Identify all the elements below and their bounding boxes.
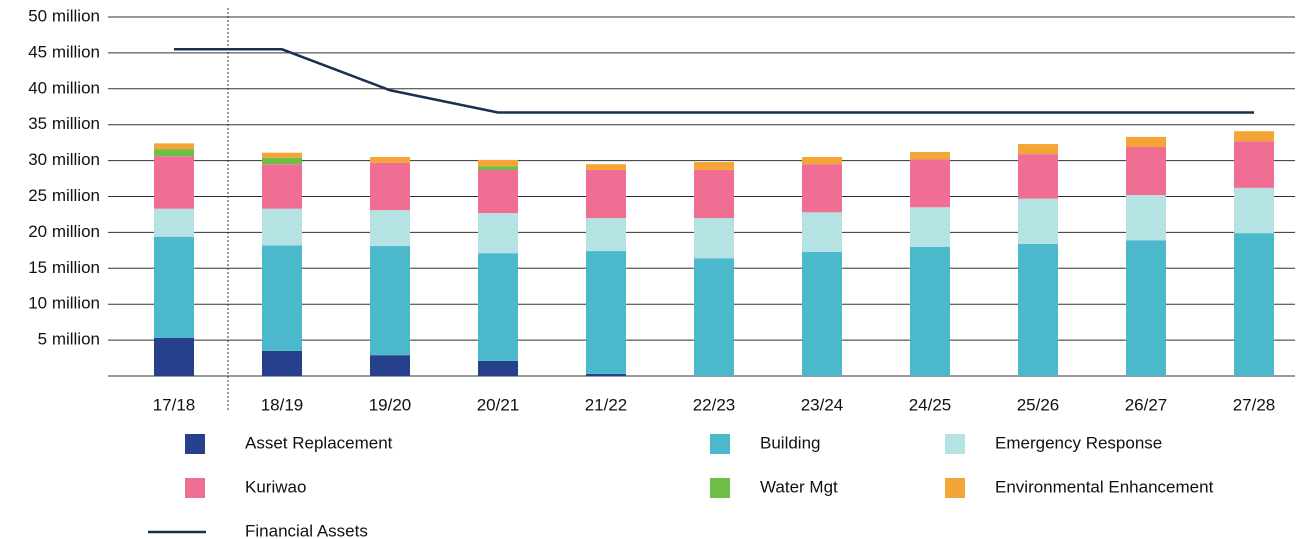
legend-swatch [185,434,205,454]
x-tick-label: 23/24 [801,395,844,414]
bar-segment [262,245,302,351]
legend-label: Emergency Response [995,433,1162,452]
x-tick-label: 18/19 [261,395,304,414]
legend-label: Asset Replacement [245,433,393,452]
bar-segment [262,152,302,158]
bar-segment [262,157,302,165]
bar-segment [1234,233,1274,376]
bar-segment [1018,144,1058,155]
bar-segment [802,212,842,252]
bar-segment [694,218,734,259]
bar-segment [370,246,410,356]
bar-segment [586,169,626,219]
bar-segment [910,159,950,208]
bar-segment [586,164,626,170]
bar-segment [802,157,842,165]
bar-segment [370,210,410,247]
bar-segment [478,159,518,167]
y-tick-label: 10 million [28,294,100,313]
bar-segment [478,166,518,170]
bar-segment [802,164,842,213]
y-tick-label: 35 million [28,114,100,133]
bar-segment [1126,136,1166,147]
legend-swatch [710,478,730,498]
bar-segment [262,164,302,209]
bar-segment [694,258,734,376]
bar-segment [370,162,410,211]
legend-swatch [945,478,965,498]
y-tick-label: 45 million [28,42,100,61]
y-tick-label: 15 million [28,258,100,277]
x-tick-label: 26/27 [1125,395,1168,414]
legend-label: Building [760,433,821,452]
x-tick-label: 25/26 [1017,395,1060,414]
bar-segment [370,157,410,163]
bar-segment [586,218,626,252]
y-tick-label: 5 million [38,330,100,349]
bar-segment [154,236,194,338]
bar-segment [586,251,626,374]
bar-segment [478,360,518,376]
bar-segment [478,213,518,254]
bar-segment [586,373,626,376]
bar-segment [262,350,302,376]
bar-segment [1126,240,1166,376]
bar-segment [1018,154,1058,199]
bar-segment [154,149,194,157]
legend-swatch [945,434,965,454]
bar-segment [910,151,950,160]
legend-label: Kuriwao [245,477,306,496]
bar-segment [262,208,302,246]
bar-segment [694,162,734,170]
x-tick-label: 22/23 [693,395,736,414]
legend-label: Financial Assets [245,521,368,539]
bar-segment [1234,187,1274,234]
legend-label: Water Mgt [760,477,838,496]
bar-segment [802,251,842,376]
bar-segment [1234,141,1274,188]
bar-segment [1018,243,1058,376]
bar-segment [478,169,518,214]
y-tick-label: 40 million [28,78,100,97]
legend-swatch [185,478,205,498]
bar-segment [478,253,518,361]
line-series [174,48,1254,114]
x-tick-label: 21/22 [585,395,628,414]
y-tick-label: 25 million [28,186,100,205]
bar-segment [154,337,194,376]
x-tick-label: 27/28 [1233,395,1276,414]
x-tick-label: 20/21 [477,395,520,414]
legend-label: Environmental Enhancement [995,477,1214,496]
x-tick-label: 19/20 [369,395,412,414]
bar-segment [1018,198,1058,244]
y-tick-label: 50 million [28,6,100,25]
bar-segment [910,246,950,376]
bar-segment [1234,131,1274,142]
bar-segment [1126,195,1166,241]
bar-segment [154,143,194,150]
y-tick-label: 20 million [28,222,100,241]
y-tick-label: 30 million [28,150,100,169]
bar-segment [154,156,194,209]
x-tick-label: 17/18 [153,395,196,414]
bar-segment [154,208,194,237]
bar-segment [370,355,410,376]
legend-swatch [710,434,730,454]
x-tick-label: 24/25 [909,395,952,414]
bar-segment [910,207,950,247]
bar-segment [694,169,734,219]
bar-segment [1126,146,1166,196]
